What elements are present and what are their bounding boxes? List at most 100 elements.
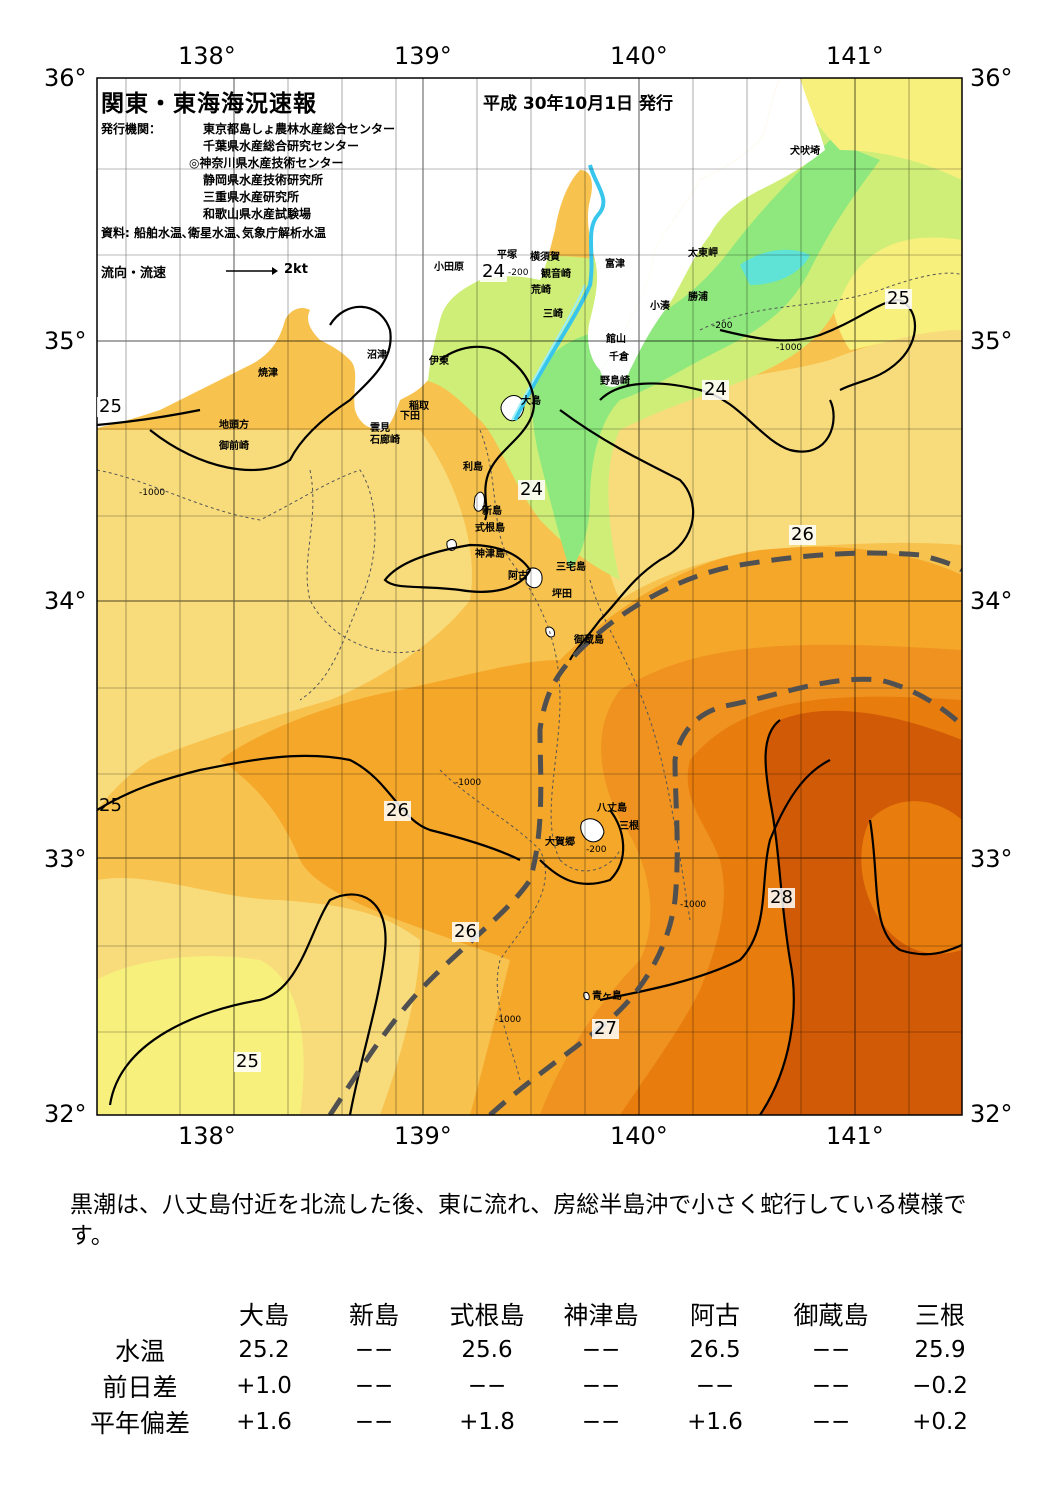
page-title: 関東・東海海況速報 <box>101 91 317 117</box>
lat-left-35: 35° <box>44 327 87 355</box>
place-taitomisaki: 太東岬 <box>688 248 718 259</box>
place-miyakejima: 三宅島 <box>556 562 586 573</box>
place-kozushima: 神津島 <box>475 549 505 560</box>
land-aogashima <box>583 991 590 1001</box>
table-cell: +1.6 <box>236 1409 292 1435</box>
flow-scale: 2kt <box>284 262 308 277</box>
zone-24_5-south <box>97 956 304 1115</box>
column-header: 大島 <box>238 1301 289 1330</box>
depth-label: -1000 <box>680 900 707 910</box>
table-cell: −− <box>581 1409 621 1435</box>
isotherm-label: 24 <box>702 379 729 400</box>
depth-label: -1000 <box>455 778 482 788</box>
place-irozaki: 石廊崎 <box>370 435 400 446</box>
issuer-6: 和歌山県水産試験場 <box>203 207 312 221</box>
table-cell: +1.0 <box>236 1373 292 1399</box>
place-chikura: 千倉 <box>609 352 629 363</box>
lat-right-35: 35° <box>970 327 1013 355</box>
place-numazu: 沼津 <box>367 350 387 361</box>
row-header: 平年偏差 <box>89 1409 190 1438</box>
table-cell: +0.2 <box>912 1409 968 1435</box>
zone-cold-tongue <box>740 249 810 285</box>
place-toshima: 利島 <box>463 462 483 473</box>
lat-left-33: 33° <box>44 845 87 873</box>
depth-label: -200 <box>508 268 529 278</box>
flow-legend-label: 流向・流速 <box>101 266 167 281</box>
table-row: 水温 25.2 −− 25.6 −− 26.5 −− 25.9 <box>70 1332 990 1368</box>
place-jitogata: 地頭方 <box>219 420 249 431</box>
table-header-row: 大島 新島 式根島 神津島 阿古 御蔵島 三根 <box>70 1296 990 1332</box>
zone-27-pocket <box>861 801 962 954</box>
lon-bottom-141: 141° <box>826 1122 884 1150</box>
map-frame <box>96 77 963 1116</box>
lat-left-34: 34° <box>44 587 87 615</box>
lon-top-141: 141° <box>826 42 884 70</box>
sea-temperature-map <box>96 77 963 1116</box>
table-cell: −− <box>354 1337 394 1363</box>
place-inatori: 稲取 <box>409 401 429 412</box>
table-cell: −− <box>354 1409 394 1435</box>
place-shimoda: 下田 <box>400 411 420 422</box>
table-corner <box>70 1296 210 1332</box>
land-honshu <box>97 78 780 430</box>
place-odawara: 小田原 <box>434 262 464 273</box>
lon-top-139: 139° <box>394 42 452 70</box>
place-omaezaki: 御前崎 <box>219 441 249 452</box>
isotherm-label: 25 <box>885 288 912 309</box>
table-cell: 26.5 <box>689 1337 741 1363</box>
table-cell: −− <box>467 1373 507 1399</box>
isotherm-label: 26 <box>452 921 479 942</box>
place-aogashima: 青ヶ島 <box>592 991 622 1002</box>
place-mikurajima: 御蔵島 <box>574 635 604 646</box>
column-header: 神津島 <box>563 1301 639 1330</box>
table-cell: −− <box>811 1409 851 1435</box>
table-cell: −− <box>695 1373 735 1399</box>
depth-label: -1000 <box>776 343 803 353</box>
land-miyakejima <box>525 567 543 589</box>
table-cell: 25.2 <box>238 1337 290 1363</box>
isotherm-label: 24 <box>518 479 545 500</box>
place-kumomi: 雲見 <box>370 423 390 434</box>
column-header: 新島 <box>348 1301 399 1330</box>
grid <box>97 78 962 1115</box>
depth-label: -200 <box>712 321 733 331</box>
depth-label: -200 <box>586 845 607 855</box>
place-inubozaki: 犬吠埼 <box>790 146 820 157</box>
land-niijima <box>473 491 485 512</box>
place-okago: 大賀郷 <box>545 837 575 848</box>
issue-date: 平成 30年10月1日 発行 <box>483 94 673 114</box>
lat-right-33: 33° <box>970 845 1013 873</box>
place-hiratsuka: 平塚 <box>497 250 517 261</box>
table-cell: −− <box>581 1373 621 1399</box>
place-nojimazaki: 野島崎 <box>600 376 630 387</box>
column-header: 阿古 <box>689 1301 740 1330</box>
table-cell: −− <box>811 1373 851 1399</box>
lat-left-36: 36° <box>44 64 87 92</box>
flow-arrow-icon <box>226 267 278 275</box>
table-cell: −− <box>581 1337 621 1363</box>
place-futtsu: 富津 <box>605 259 625 270</box>
isotherm-label: 25 <box>99 795 122 816</box>
isotherm-label: 25 <box>97 396 124 417</box>
issuer-1: 東京都島しょ農林水産総合センター <box>203 122 396 136</box>
row-header: 水温 <box>114 1337 165 1366</box>
depth-label: -1000 <box>139 488 166 498</box>
place-niijima: 新島 <box>482 506 502 517</box>
lon-bottom-138: 138° <box>178 1122 236 1150</box>
ship-track-2 <box>511 284 586 421</box>
issuer-label: 発行機関： <box>101 122 162 136</box>
lat-right-34: 34° <box>970 587 1013 615</box>
table-cell: +1.6 <box>687 1409 743 1435</box>
place-shikinejima: 式根島 <box>475 523 505 534</box>
description-text: 黒潮は、八丈島付近を北流した後、東に流れ、房総半島沖で小さく蛇行している模様です… <box>70 1192 967 1249</box>
column-header: 御蔵島 <box>793 1301 869 1330</box>
lat-right-32: 32° <box>970 1100 1013 1128</box>
data-sources: 資料: 船舶水温､衛星水温､気象庁解析水温 <box>101 226 326 240</box>
isotherm-label: 24 <box>480 261 507 282</box>
place-oshima: 大島 <box>521 396 541 407</box>
table-cell: 25.9 <box>914 1337 966 1363</box>
place-ako: 阿古 <box>508 571 528 582</box>
depth-label: -1000 <box>495 1015 522 1025</box>
isotherm-label: 26 <box>789 524 816 545</box>
place-kominato: 小湊 <box>650 301 670 312</box>
